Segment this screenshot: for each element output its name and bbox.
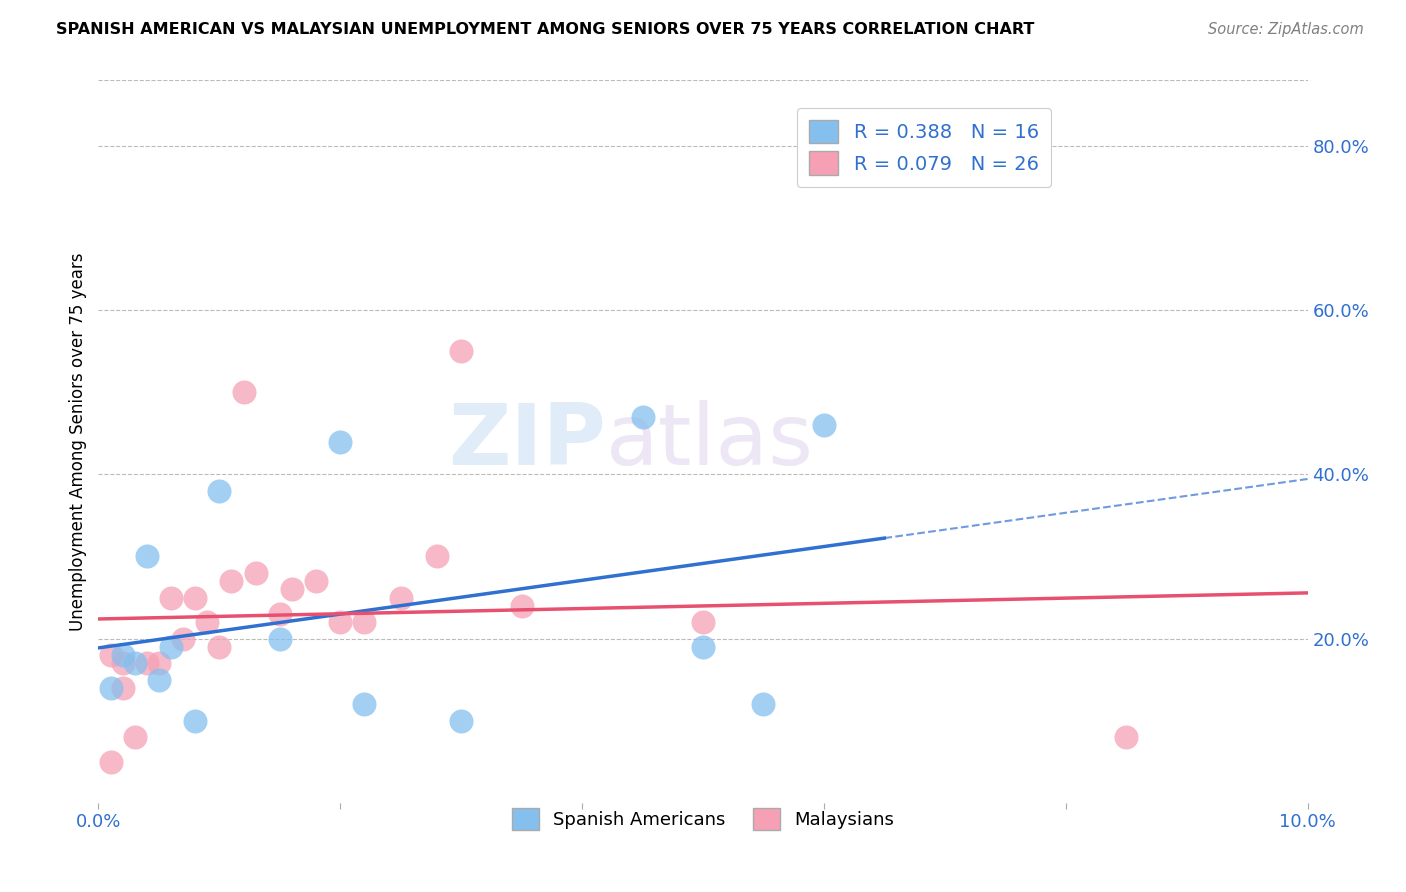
Point [245,566,267,580]
Point [124,657,146,671]
Point [195,615,218,630]
Text: atlas: atlas [606,400,814,483]
Point [184,591,207,605]
Text: SPANISH AMERICAN VS MALAYSIAN UNEMPLOYMENT AMONG SENIORS OVER 75 YEARS CORRELATI: SPANISH AMERICAN VS MALAYSIAN UNEMPLOYME… [56,22,1035,37]
Point [135,657,157,671]
Point [450,714,472,728]
Point [111,648,134,662]
Point [269,632,291,646]
Point [111,681,134,695]
Point [692,615,714,630]
Point [329,434,352,449]
Point [329,615,352,630]
Point [208,640,231,654]
Point [232,385,254,400]
Point [813,418,835,433]
Point [184,714,207,728]
Point [752,698,775,712]
Point [631,409,654,424]
Point [111,657,134,671]
Legend: Spanish Americans, Malaysians: Spanish Americans, Malaysians [505,801,901,837]
Point [148,673,170,687]
Point [281,582,304,597]
Point [135,549,157,564]
Point [100,681,122,695]
Point [353,698,375,712]
Point [221,574,243,588]
Point [160,640,183,654]
Point [100,755,122,769]
Point [426,549,449,564]
Text: Source: ZipAtlas.com: Source: ZipAtlas.com [1208,22,1364,37]
Point [692,640,714,654]
Point [208,483,231,498]
Point [305,574,328,588]
Text: ZIP: ZIP [449,400,606,483]
Y-axis label: Unemployment Among Seniors over 75 years: Unemployment Among Seniors over 75 years [69,252,87,631]
Point [269,607,291,621]
Point [160,591,183,605]
Point [450,344,472,359]
Point [148,657,170,671]
Point [353,615,375,630]
Point [389,591,412,605]
Point [100,648,122,662]
Point [1115,730,1137,744]
Point [124,730,146,744]
Point [510,599,533,613]
Point [172,632,194,646]
